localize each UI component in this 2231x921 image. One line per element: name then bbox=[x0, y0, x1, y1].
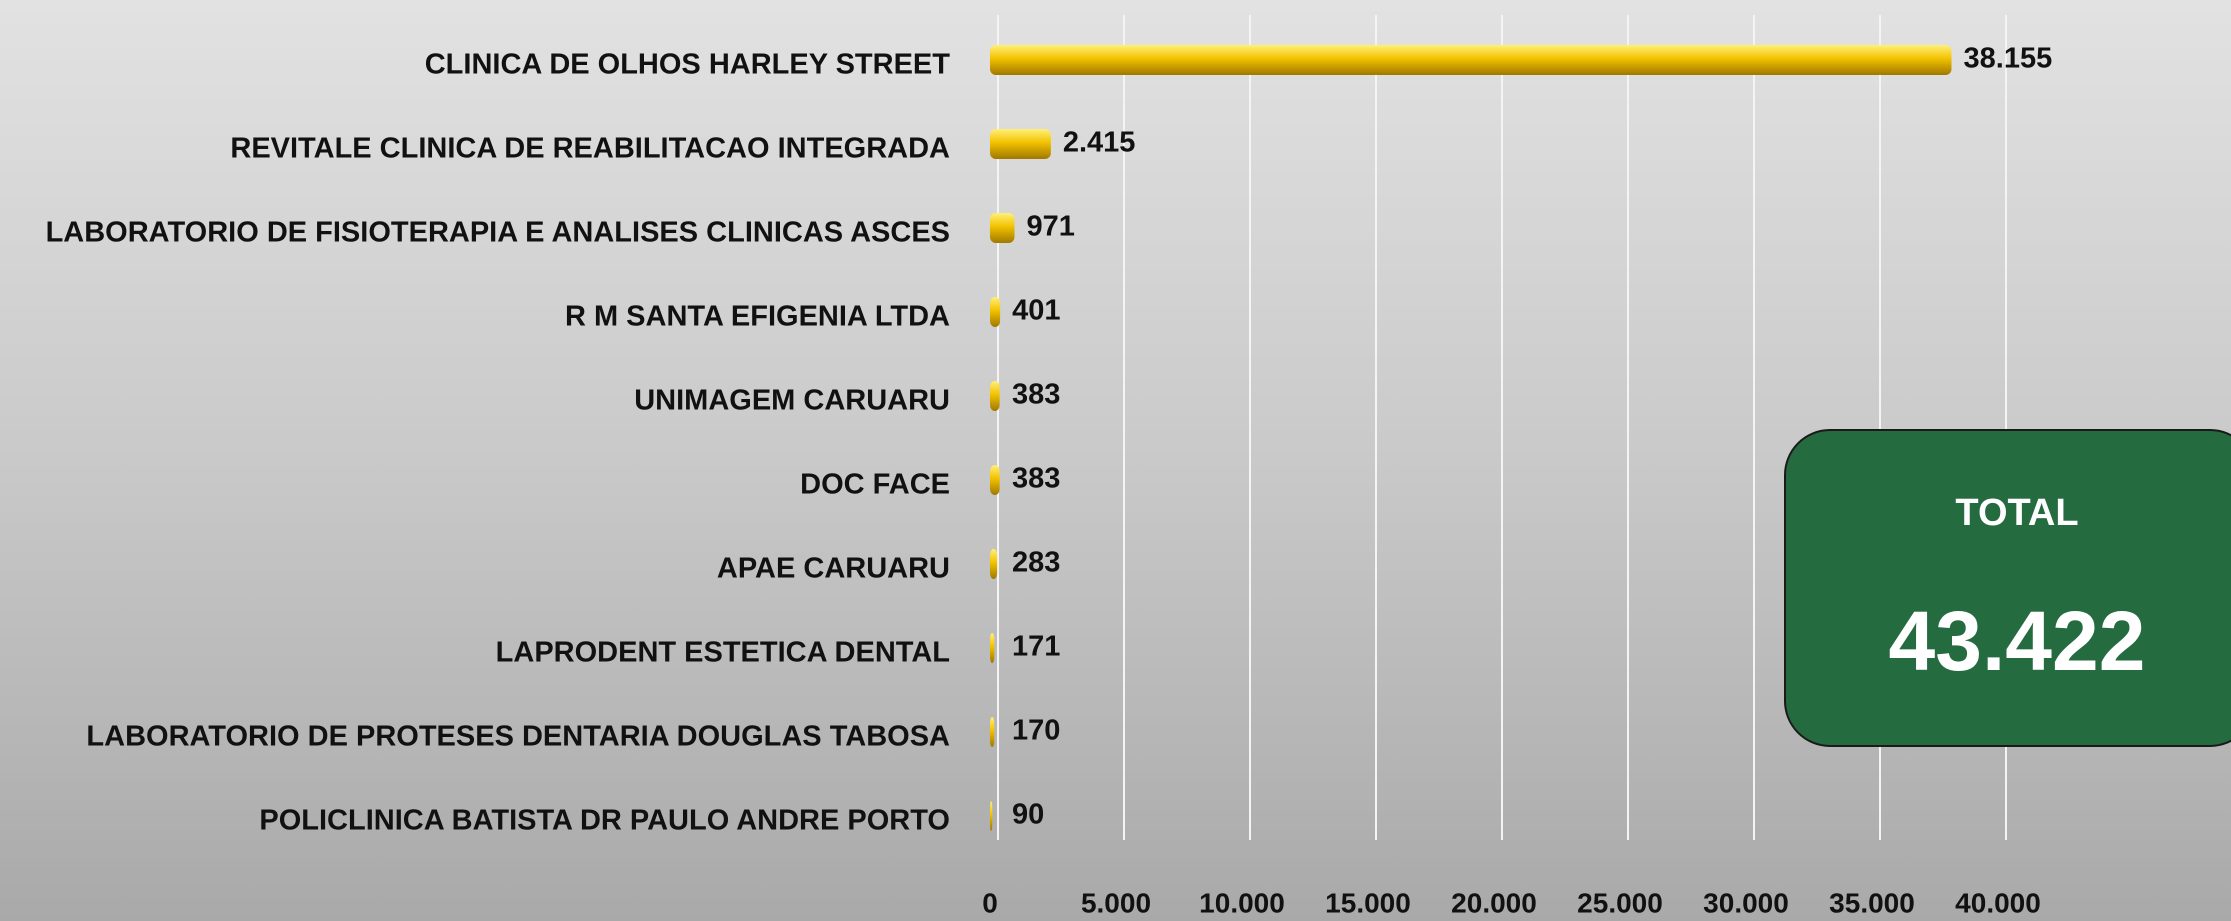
value-label: 971 bbox=[1026, 211, 1074, 243]
bar bbox=[990, 717, 994, 747]
total-value: 43.422 bbox=[1889, 594, 2146, 688]
x-tick-label: 40.000 bbox=[1955, 887, 2041, 918]
bar bbox=[990, 549, 997, 579]
value-label: 170 bbox=[1012, 715, 1060, 747]
value-label: 171 bbox=[1012, 631, 1060, 663]
bar bbox=[990, 45, 1952, 75]
x-tick-label: 0 bbox=[982, 887, 998, 918]
category-label: LAPRODENT ESTETICA DENTAL bbox=[496, 637, 950, 669]
category-label: POLICLINICA BATISTA DR PAULO ANDRE PORTO bbox=[259, 805, 950, 837]
category-label: CLINICA DE OLHOS HARLEY STREET bbox=[425, 49, 951, 81]
value-label: 38.155 bbox=[1964, 43, 2053, 75]
value-label: 283 bbox=[1012, 547, 1060, 579]
total-box: TOTAL 43.422 bbox=[1785, 430, 2231, 746]
bar bbox=[990, 801, 992, 831]
value-label: 2.415 bbox=[1063, 127, 1136, 159]
x-tick-label: 35.000 bbox=[1829, 887, 1915, 918]
category-label: LABORATORIO DE PROTESES DENTARIA DOUGLAS… bbox=[86, 721, 950, 753]
value-label: 90 bbox=[1012, 799, 1044, 831]
value-label: 383 bbox=[1012, 463, 1060, 495]
x-tick-label: 25.000 bbox=[1577, 887, 1663, 918]
bar bbox=[990, 297, 1000, 327]
x-tick-label: 5.000 bbox=[1081, 887, 1151, 918]
category-label: UNIMAGEM CARUARU bbox=[634, 385, 950, 417]
total-title: TOTAL bbox=[1955, 492, 2078, 534]
bar bbox=[990, 381, 1000, 411]
x-tick-label: 15.000 bbox=[1325, 887, 1411, 918]
bar bbox=[990, 633, 994, 663]
chart: 0 5.000 10.000 15.000 20.000 25.000 30.000 35.0… bbox=[0, 0, 2231, 921]
value-label: 401 bbox=[1012, 295, 1060, 327]
category-label: R M SANTA EFIGENIA LTDA bbox=[565, 301, 950, 333]
x-tick-label: 20.000 bbox=[1451, 887, 1537, 918]
category-label: LABORATORIO DE FISIOTERAPIA E ANALISES C… bbox=[46, 217, 950, 249]
bar bbox=[990, 213, 1014, 243]
category-label: REVITALE CLINICA DE REABILITACAO INTEGRA… bbox=[230, 133, 950, 165]
x-tick-label: 30.000 bbox=[1703, 887, 1789, 918]
x-tick-label: 10.000 bbox=[1199, 887, 1285, 918]
total-panel bbox=[1785, 430, 2231, 746]
bar bbox=[990, 465, 1000, 495]
value-label: 383 bbox=[1012, 379, 1060, 411]
category-label: DOC FACE bbox=[800, 469, 950, 501]
page: 0 5.000 10.000 15.000 20.000 25.000 30.000 35.0… bbox=[0, 0, 2231, 921]
category-label: APAE CARUARU bbox=[717, 553, 950, 585]
bar bbox=[990, 129, 1051, 159]
